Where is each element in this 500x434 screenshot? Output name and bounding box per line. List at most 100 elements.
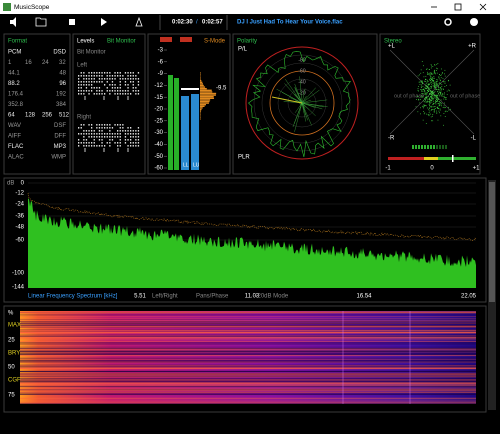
sample-dot [432, 109, 434, 111]
format-option[interactable]: FLAC [8, 144, 24, 150]
maximize[interactable] [454, 3, 462, 11]
sample-dot [440, 115, 442, 117]
bit-dot [85, 130, 88, 132]
sample-dot [443, 97, 445, 98]
bit-monitor [78, 72, 140, 152]
metronome-button[interactable] [135, 16, 143, 27]
sample-dot [430, 92, 432, 94]
sample-dot [436, 97, 438, 99]
format-option[interactable]: 128 [25, 113, 36, 119]
format-option[interactable]: 192 [56, 92, 67, 98]
mode-button[interactable]: S-Mode [204, 39, 226, 45]
sample-dot [438, 103, 440, 105]
mode-button[interactable]: Bit Monitor [107, 39, 136, 45]
spectrum-option[interactable]: Left/Right [152, 294, 178, 300]
open-button[interactable] [35, 17, 47, 27]
sample-dot [430, 106, 432, 108]
spectrum-option[interactable]: Linear Frequency Spectrum [kHz] [28, 294, 118, 300]
bit-dot [111, 75, 114, 77]
sample-dot [427, 101, 429, 103]
format-option[interactable]: PCM [8, 50, 21, 56]
sample-dot [436, 106, 438, 108]
format-option[interactable]: 384 [56, 102, 67, 108]
toolbar [10, 16, 478, 27]
sample-dot [444, 82, 446, 84]
format-option[interactable]: 352.8 [8, 102, 24, 108]
format-option[interactable]: ALAC [8, 155, 24, 161]
spectrum-option[interactable]: Pans/Phase [196, 294, 229, 300]
app-icon [3, 3, 11, 11]
bit-dot [132, 78, 134, 80]
sample-dot [430, 90, 431, 92]
spectral-band [20, 348, 476, 350]
sample-dot [438, 78, 440, 80]
format-option[interactable]: 48 [59, 71, 66, 77]
play-button[interactable] [101, 18, 107, 26]
format-option[interactable]: 1 [8, 60, 12, 66]
spectral-band [20, 367, 476, 369]
sample-dot [430, 76, 431, 78]
bit-dot [80, 124, 82, 126]
bit-dot [85, 145, 88, 147]
bit-dot [117, 136, 119, 138]
sample-dot [448, 89, 450, 91]
vector [299, 76, 303, 104]
info-button[interactable] [470, 18, 478, 26]
bit-dot [101, 127, 103, 129]
sample-dot [426, 93, 427, 95]
spectral-band [20, 373, 476, 375]
format-option[interactable]: WAV [8, 123, 21, 129]
close[interactable] [479, 3, 487, 11]
volume-button[interactable] [10, 17, 16, 27]
format-option[interactable]: 512 [59, 113, 70, 119]
format-option[interactable]: 44.1 [8, 71, 20, 77]
sample-dot [432, 93, 434, 95]
histogram-bar [200, 83, 204, 85]
format-option[interactable]: AIFF [8, 134, 21, 140]
spectral-band [20, 379, 476, 381]
sample-dot [421, 81, 423, 83]
sample-dot [442, 95, 444, 97]
correlation-bar [438, 157, 476, 160]
stop-button[interactable] [69, 19, 75, 25]
scrollbar-thumb[interactable] [489, 182, 495, 302]
histogram-bar [200, 104, 206, 106]
bit-dot [122, 93, 124, 95]
format-option[interactable]: 32 [59, 60, 66, 66]
sample-dot [434, 69, 436, 71]
bit-dot [104, 124, 106, 126]
bit-dot [124, 130, 127, 132]
spectral-band [20, 325, 476, 327]
sample-dot [439, 109, 441, 111]
format-option[interactable]: WMP [51, 155, 66, 161]
settings-button[interactable] [444, 18, 452, 26]
sample-dot [438, 93, 440, 95]
sample-dot [425, 85, 427, 86]
bit-dot [85, 142, 88, 144]
format-option[interactable]: MP3 [54, 144, 67, 150]
format-grid: PCM DSD 1 16 24 32 44.1 48 88.2 96 176.4 192 352.8 38… [8, 50, 70, 161]
spectral-band [20, 348, 476, 350]
sample-dot [434, 97, 436, 99]
sample-dot [432, 115, 433, 117]
spectrum-option[interactable]: ~20dB Mode [254, 294, 289, 300]
format-option[interactable]: 24 [42, 60, 49, 66]
format-option[interactable]: 256 [42, 113, 53, 119]
bit-dot [130, 72, 132, 74]
spectral-band [20, 400, 476, 402]
sample-dot [434, 64, 436, 66]
format-option[interactable]: 64 [8, 113, 15, 119]
spectral-band [20, 350, 476, 352]
format-option[interactable]: 88.2 [8, 81, 20, 87]
bit-dot [98, 78, 101, 80]
spectral-band [20, 388, 476, 390]
format-option[interactable]: 16 [25, 60, 32, 66]
format-option[interactable]: DSD [53, 50, 66, 56]
format-option[interactable]: DFF [54, 134, 66, 140]
sample-dot [428, 83, 430, 85]
format-option[interactable]: 96 [59, 81, 66, 87]
format-option[interactable]: DSF [54, 123, 66, 129]
format-option[interactable]: 176.4 [8, 92, 24, 98]
spectral-band [20, 324, 476, 326]
spectral-band [20, 375, 476, 377]
